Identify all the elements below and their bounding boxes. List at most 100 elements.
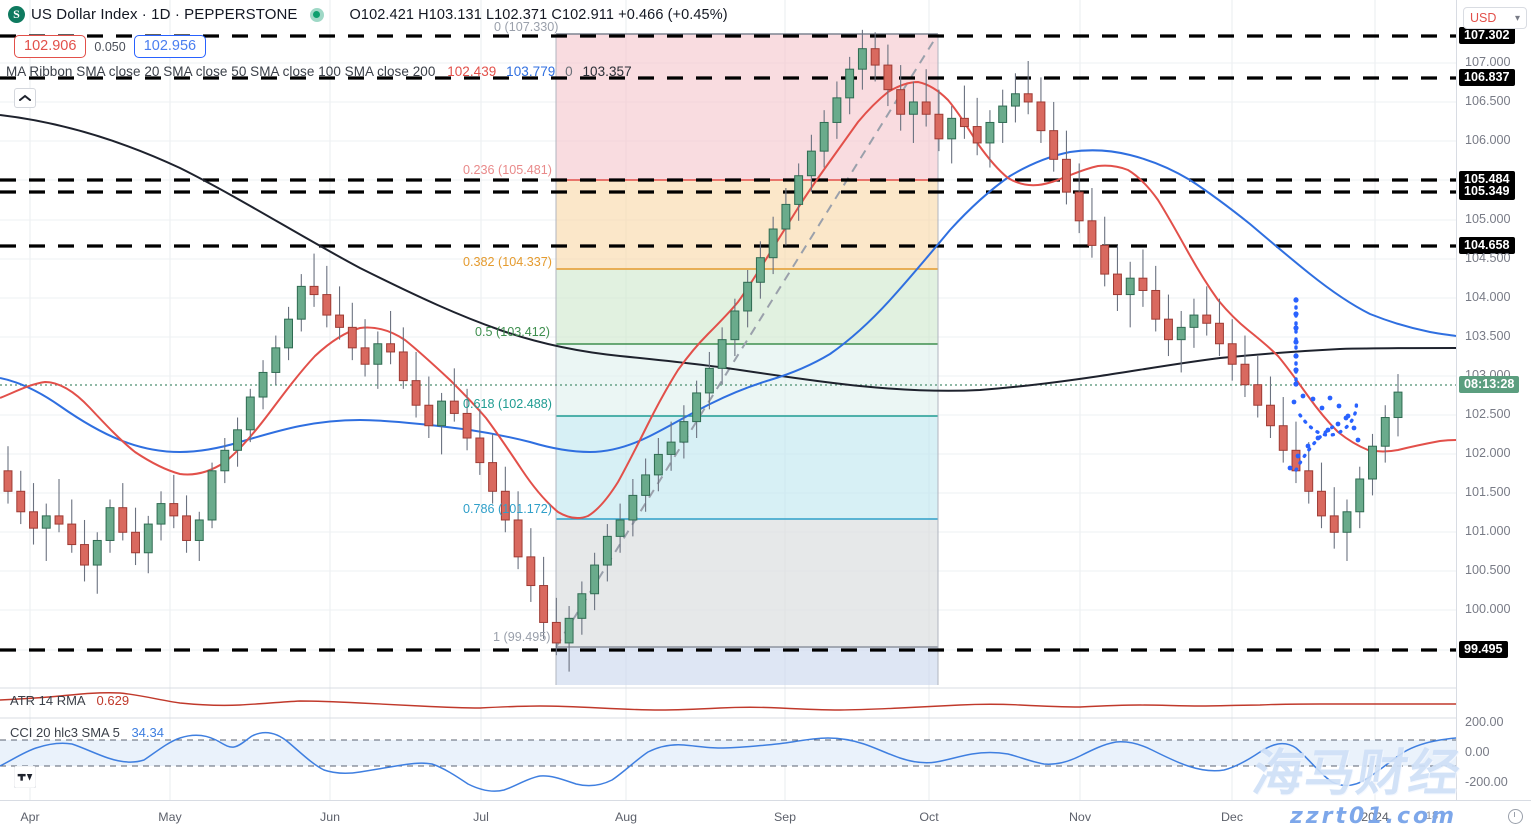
- candle-body[interactable]: [857, 48, 867, 70]
- candle-body[interactable]: [819, 121, 829, 152]
- candle-body[interactable]: [1036, 101, 1046, 132]
- candle-body[interactable]: [245, 396, 255, 431]
- candle-body[interactable]: [194, 519, 204, 541]
- candle-body[interactable]: [1189, 314, 1199, 328]
- candle-body[interactable]: [717, 339, 727, 369]
- candle-body[interactable]: [1138, 277, 1148, 291]
- candle-body[interactable]: [488, 462, 498, 492]
- candle-body[interactable]: [233, 429, 242, 451]
- candle-body[interactable]: [1368, 445, 1377, 480]
- symbol-title[interactable]: US Dollar Index · 1D · PEPPERSTONE: [31, 6, 298, 23]
- candle-body[interactable]: [539, 585, 549, 623]
- candle-body[interactable]: [335, 314, 345, 328]
- candle-body[interactable]: [1380, 417, 1390, 447]
- candle-body[interactable]: [985, 121, 995, 144]
- cci-pane-legend[interactable]: CCI 20 hlc3 SMA 5 34.34: [10, 725, 164, 740]
- time-axis[interactable]: Apr May Jun Jul Aug Sep Oct Nov Dec 2024 18: [0, 800, 1531, 832]
- candle-body[interactable]: [768, 228, 778, 259]
- candle-body[interactable]: [1151, 289, 1161, 320]
- candle-body[interactable]: [743, 281, 753, 312]
- candle-body[interactable]: [1125, 277, 1135, 296]
- candle-body[interactable]: [296, 285, 306, 320]
- candle-body[interactable]: [653, 453, 663, 476]
- candle-body[interactable]: [373, 343, 383, 365]
- candle-body[interactable]: [934, 113, 944, 140]
- candle-body[interactable]: [755, 257, 765, 283]
- candle-body[interactable]: [1329, 515, 1339, 533]
- candle-body[interactable]: [347, 326, 357, 349]
- atr-pane-legend[interactable]: ATR 14 RMA 0.629: [10, 693, 129, 708]
- candle-body[interactable]: [271, 347, 281, 373]
- candle-body[interactable]: [908, 101, 918, 115]
- candle-body[interactable]: [1266, 404, 1275, 427]
- candle-body[interactable]: [169, 503, 179, 517]
- candle-body[interactable]: [1164, 318, 1173, 341]
- candle-body[interactable]: [1393, 391, 1403, 419]
- candle-body[interactable]: [959, 117, 969, 128]
- currency-selector[interactable]: USD ▾: [1463, 7, 1527, 29]
- candle-body[interactable]: [29, 511, 38, 529]
- candle-body[interactable]: [641, 474, 651, 496]
- candle-body[interactable]: [462, 412, 472, 439]
- candle-body[interactable]: [1061, 158, 1071, 193]
- ma-ribbon-legend[interactable]: MA Ribbon SMA close 20 SMA close 50 SMA …: [6, 64, 632, 79]
- candle-body[interactable]: [1227, 343, 1237, 365]
- candle-body[interactable]: [1100, 244, 1110, 275]
- price-axis[interactable]: USD ▾ 107.302 107.000 106.837 106.500 106.00…: [1456, 0, 1531, 800]
- candle-body[interactable]: [564, 617, 574, 644]
- price-chart-canvas[interactable]: [0, 0, 1456, 800]
- candle-body[interactable]: [386, 343, 396, 353]
- candle-body[interactable]: [832, 97, 842, 123]
- candle-body[interactable]: [1278, 425, 1288, 451]
- candle-body[interactable]: [998, 105, 1008, 123]
- candle-body[interactable]: [577, 593, 587, 619]
- candle-body[interactable]: [781, 203, 791, 230]
- candle-body[interactable]: [182, 515, 191, 541]
- candle-body[interactable]: [1240, 363, 1250, 386]
- candle-body[interactable]: [1023, 93, 1033, 103]
- candle-body[interactable]: [156, 503, 166, 525]
- candle-body[interactable]: [67, 523, 77, 546]
- candle-body[interactable]: [1355, 478, 1365, 513]
- candle-body[interactable]: [972, 126, 982, 144]
- candle-body[interactable]: [54, 515, 64, 525]
- candle-body[interactable]: [258, 371, 268, 398]
- candle-body[interactable]: [513, 519, 523, 558]
- candle-body[interactable]: [3, 470, 13, 492]
- candle-body[interactable]: [309, 285, 319, 296]
- candle-body[interactable]: [870, 48, 880, 66]
- collapse-legend-button[interactable]: [14, 88, 36, 108]
- candle-body[interactable]: [730, 310, 740, 341]
- tradingview-logo-icon[interactable]: [14, 766, 36, 788]
- candle-body[interactable]: [322, 294, 332, 316]
- candle-body[interactable]: [615, 519, 625, 537]
- candle-body[interactable]: [143, 523, 153, 554]
- candle-body[interactable]: [131, 531, 140, 554]
- bid-price-box[interactable]: 102.906: [14, 35, 87, 58]
- clock-icon[interactable]: [1508, 809, 1523, 824]
- candle-body[interactable]: [1253, 384, 1263, 406]
- candle-body[interactable]: [845, 68, 855, 99]
- candle-body[interactable]: [475, 437, 485, 464]
- candle-body[interactable]: [947, 117, 957, 140]
- candle-body[interactable]: [692, 392, 702, 423]
- candle-body[interactable]: [1202, 314, 1212, 324]
- ask-price-box[interactable]: 102.956: [133, 35, 207, 58]
- candle-body[interactable]: [500, 490, 510, 521]
- candle-body[interactable]: [398, 351, 408, 382]
- candle-body[interactable]: [1074, 191, 1084, 222]
- candle-body[interactable]: [1087, 220, 1097, 246]
- candle-body[interactable]: [896, 89, 906, 115]
- candle-body[interactable]: [921, 101, 931, 115]
- candle-body[interactable]: [1176, 326, 1186, 341]
- candle-body[interactable]: [80, 544, 89, 566]
- candle-body[interactable]: [41, 515, 51, 529]
- candle-body[interactable]: [1317, 490, 1326, 517]
- candle-body[interactable]: [449, 400, 459, 414]
- candle-body[interactable]: [220, 449, 230, 472]
- candle-body[interactable]: [437, 400, 447, 427]
- candle-body[interactable]: [1112, 273, 1122, 296]
- candle-body[interactable]: [118, 507, 128, 533]
- candle-body[interactable]: [806, 150, 816, 177]
- candle-body[interactable]: [551, 621, 561, 644]
